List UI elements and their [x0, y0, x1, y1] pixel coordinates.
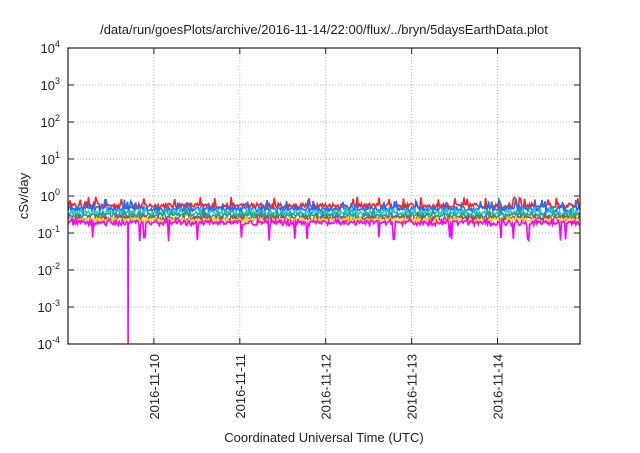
series-group: [67, 195, 581, 345]
series-yellow: [67, 214, 581, 227]
x-tick-label: 2016-11-10: [147, 354, 162, 420]
y-tick-label: 104: [41, 39, 60, 56]
series-red: [67, 195, 581, 213]
grid: [68, 47, 580, 345]
x-tick-label: 2016-11-12: [319, 354, 334, 420]
series-magenta: [67, 215, 581, 345]
x-axis: 2016-11-10 2016-11-11 2016-11-12 2016-11-13…: [147, 48, 506, 420]
y-tick-label: 103: [41, 76, 60, 93]
y-axis-label: cSv/day: [16, 172, 31, 219]
y-tick-label: 102: [41, 113, 60, 130]
y-tick-label: 101: [41, 150, 60, 167]
x-tick-label: 2016-11-11: [233, 354, 248, 419]
y-tick-label: 10-1: [38, 224, 60, 241]
y-tick-label: 100: [41, 187, 60, 204]
y-tick-label: 10-2: [38, 261, 60, 278]
x-axis-label: Coordinated Universal Time (UTC): [224, 430, 423, 445]
y-tick-label: 10-3: [38, 298, 60, 315]
y-tick-label: 10-4: [38, 335, 60, 352]
x-tick-label: 2016-11-13: [405, 354, 420, 420]
x-tick-label: 2016-11-14: [491, 354, 506, 420]
chart-title: /data/run/goesPlots/archive/2016-11-14/2…: [100, 22, 548, 37]
series-teal: [67, 206, 581, 222]
series-blue: [67, 196, 581, 216]
y-axis: 104 103 102 101 100 10-1 10-2 10-3 10-4: [38, 39, 580, 352]
